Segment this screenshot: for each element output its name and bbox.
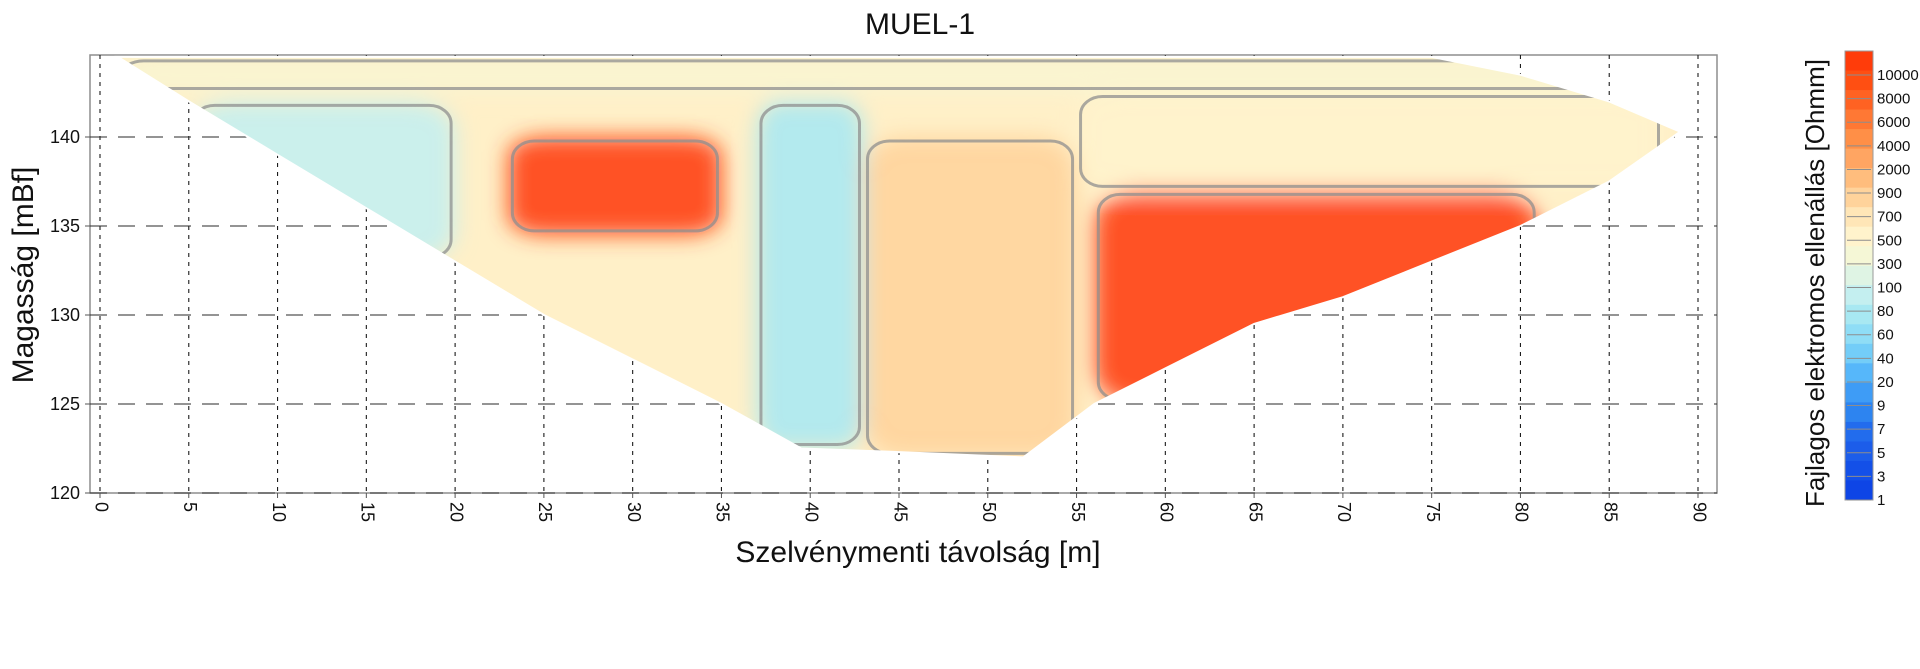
x-tick-label: 15 [358,502,378,522]
x-axis-ticks: 0 5 10 15 20 25 30 35 40 45 50 55 60 65 70 75 80 85 90 [91,493,1709,522]
x-tick-label: 40 [801,502,821,522]
colorbar-tick-label: 4000 [1877,138,1910,155]
colorbar-segment [1845,441,1873,462]
colorbar-tick-label: 8000 [1877,91,1910,108]
x-tick-label: 55 [1068,502,1088,522]
colorbar-tick-label: 7 [1877,421,1885,438]
section-outline [114,55,1683,459]
colorbar-segment [1845,129,1873,150]
y-tick-label: 140 [50,127,80,147]
colorbar-tick-label: 6000 [1877,114,1910,131]
colorbar-tick-label: 1 [1877,492,1885,509]
colorbar-segment [1845,207,1873,228]
y-tick-label: 125 [50,394,80,414]
colorbar-segment [1845,402,1873,423]
colorbar-tick-label: 900 [1877,185,1902,202]
colorbar-segment [1845,70,1873,91]
resistivity-contour [510,139,719,233]
colorbar-tick-label: 100 [1877,280,1902,297]
colorbar-segment [1845,168,1873,189]
resistivity-zone [863,137,1077,458]
x-tick-label: 10 [269,502,289,522]
section-layer [117,56,1681,458]
colorbar-tick-label: 60 [1877,327,1894,344]
colorbar-tick-label: 5 [1877,445,1885,462]
colorbar-tick-label: 700 [1877,209,1902,226]
colorbar-segment [1845,109,1873,130]
colorbar-tick-label: 9 [1877,398,1885,415]
colorbar-segment [1845,226,1873,247]
colorbar-title: Fajlagos elektromos ellenállás [Ohmm] [1800,59,1830,507]
colorbar-segment [1845,148,1873,169]
x-tick-label: 25 [535,502,555,522]
x-tick-label: 30 [624,502,644,522]
colorbar-segment [1845,382,1873,403]
colorbar-segment [1845,343,1873,364]
x-tick-label: 70 [1334,502,1354,522]
x-tick-label: 35 [713,502,733,522]
colorbar-tick-label: 300 [1877,256,1902,273]
colorbar-tick-label: 20 [1877,374,1894,391]
colorbar-segment [1845,363,1873,384]
x-tick-label: 90 [1689,502,1709,522]
y-axis-ticks: 120 125 130 135 140 [50,127,90,503]
chart-title: MUEL-1 [865,8,975,41]
y-tick-label: 135 [50,216,80,236]
colorbar-segment [1845,265,1873,286]
x-tick-label: 0 [91,502,111,512]
resistivity-contour [865,139,1075,455]
colorbar: 10000 8000 6000 4000 2000 900 700 500 300 100 80 60… [1844,50,1919,509]
colorbar-segment [1845,90,1873,111]
x-tick-label: 85 [1600,502,1620,522]
resistivity-zone [1076,92,1663,191]
x-tick-label: 60 [1157,502,1177,522]
colorbar-tick-label: 80 [1877,303,1894,320]
colorbar-tick-label: 40 [1877,350,1894,367]
zone-layer [117,56,1681,458]
colorbar-segment [1845,246,1873,267]
colorbar-segment [1845,460,1873,481]
x-axis-label: Szelvénymenti távolság [m] [735,536,1100,569]
colorbar-tick-label: 500 [1877,232,1902,249]
resistivity-contour [759,103,861,447]
y-axis-label: Magasság [mBf] [7,167,40,384]
colorbar-segment [1845,285,1873,306]
colorbar-tick-label: 2000 [1877,161,1910,178]
x-tick-label: 50 [979,502,999,522]
resistivity-zone [756,101,864,449]
colorbar-segment [1845,51,1873,72]
y-tick-label: 120 [50,483,80,503]
resistivity-zone [1094,190,1539,404]
colorbar-segment [1845,304,1873,325]
x-tick-label: 65 [1245,502,1265,522]
resistivity-contour [1079,95,1660,188]
colorbar-tick-label: 10000 [1877,67,1919,84]
x-tick-label: 75 [1423,502,1443,522]
colorbar-segment [1845,480,1873,501]
x-tick-label: 5 [180,502,200,512]
colorbar-segment [1845,421,1873,442]
resistivity-zone [117,56,1681,93]
y-tick-label: 130 [50,305,80,325]
x-tick-label: 20 [446,502,466,522]
x-tick-label: 80 [1512,502,1532,522]
colorbar-segment [1845,187,1873,208]
colorbar-tick-label: 3 [1877,468,1885,485]
resistivity-zone [508,137,722,235]
x-tick-label: 45 [890,502,910,522]
